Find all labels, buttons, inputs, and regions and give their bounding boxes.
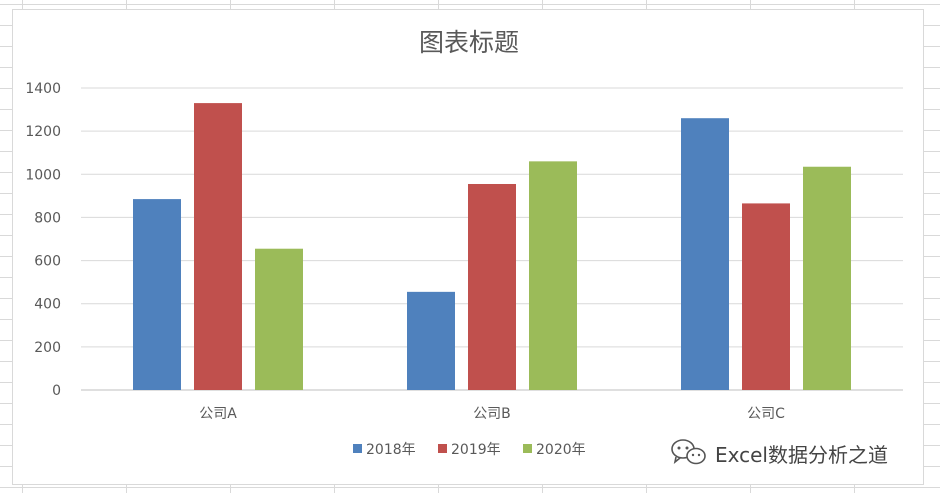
legend-label: 2018年	[366, 442, 416, 458]
legend-swatch	[438, 444, 447, 453]
bars	[133, 103, 851, 390]
y-tick-label: 1200	[25, 124, 61, 140]
x-category-label: 公司C	[747, 406, 785, 422]
bar-3-2[interactable]	[529, 161, 577, 390]
y-tick-label: 600	[34, 254, 61, 270]
bar-3-1[interactable]	[255, 248, 303, 390]
watermark-text: Excel数据分析之道	[715, 443, 888, 467]
legend-label: 2020年	[536, 442, 586, 458]
y-tick-label: 800	[34, 210, 61, 226]
bar-2-1[interactable]	[194, 103, 242, 390]
bar-2-3[interactable]	[742, 203, 790, 390]
bar-chart: 图表标题 0 200 400 600 800 1000 1200 1400 公司A 公司B 公司C…	[25, 28, 903, 467]
y-tick-label: 200	[34, 340, 61, 356]
x-category-label: 公司A	[199, 406, 237, 422]
y-axis-ticks: 0 200 400 600 800 1000 1200 1400	[25, 81, 61, 399]
bar-3-3[interactable]	[803, 166, 851, 390]
x-axis-categories: 公司A 公司B 公司C	[199, 406, 785, 422]
legend-label: 2019年	[451, 442, 501, 458]
y-tick-label: 400	[34, 297, 61, 313]
chart-area[interactable]: 图表标题 0 200 400 600 800 1000 1200 1400 公司A 公司B 公司C…	[12, 9, 924, 485]
y-tick-label: 1400	[25, 81, 61, 97]
watermark: Excel数据分析之道	[671, 439, 888, 467]
y-tick-label: 1000	[25, 167, 61, 183]
legend-swatch	[353, 444, 362, 453]
legend: 2018年 2019年 2020年	[353, 442, 586, 458]
chart-title: 图表标题	[419, 28, 519, 57]
x-category-label: 公司B	[473, 406, 511, 422]
legend-swatch	[523, 444, 532, 453]
y-tick-label: 0	[52, 383, 61, 399]
bar-1-1[interactable]	[133, 199, 181, 390]
bar-1-3[interactable]	[681, 118, 729, 390]
wechat-icon	[671, 439, 706, 465]
bar-2-2[interactable]	[468, 183, 516, 390]
bar-1-2[interactable]	[407, 291, 455, 390]
